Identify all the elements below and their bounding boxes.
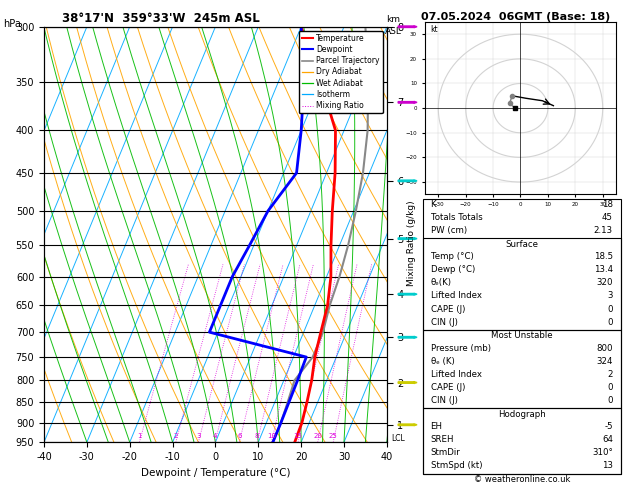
Text: CIN (J): CIN (J) xyxy=(431,317,457,327)
Text: 0: 0 xyxy=(608,383,613,392)
Text: 8: 8 xyxy=(255,433,259,439)
Text: CAPE (J): CAPE (J) xyxy=(431,383,465,392)
Text: hPa: hPa xyxy=(3,19,21,30)
Text: 310°: 310° xyxy=(592,449,613,457)
Text: 13: 13 xyxy=(602,461,613,470)
Text: 18: 18 xyxy=(602,200,613,209)
Text: 3: 3 xyxy=(608,292,613,300)
Text: 13.4: 13.4 xyxy=(594,265,613,274)
Text: Pressure (mb): Pressure (mb) xyxy=(431,344,491,353)
Text: 0: 0 xyxy=(608,396,613,405)
Text: Temp (°C): Temp (°C) xyxy=(431,252,474,261)
Text: Totals Totals: Totals Totals xyxy=(431,213,482,222)
Text: SREH: SREH xyxy=(431,435,454,444)
Text: θₑ(K): θₑ(K) xyxy=(431,278,452,287)
Text: 2: 2 xyxy=(608,370,613,379)
Text: 2.13: 2.13 xyxy=(594,226,613,235)
Bar xyxy=(423,330,621,408)
Text: CAPE (J): CAPE (J) xyxy=(431,305,465,313)
Text: 324: 324 xyxy=(596,357,613,366)
Text: 20: 20 xyxy=(313,433,322,439)
Text: km: km xyxy=(386,15,400,24)
Bar xyxy=(423,239,621,330)
Text: 10: 10 xyxy=(267,433,276,439)
Text: θₑ (K): θₑ (K) xyxy=(431,357,454,366)
Text: 0: 0 xyxy=(608,305,613,313)
Text: 800: 800 xyxy=(596,344,613,353)
Text: EH: EH xyxy=(431,422,443,431)
Text: 6: 6 xyxy=(237,433,242,439)
Text: Lifted Index: Lifted Index xyxy=(431,370,482,379)
Text: LCL: LCL xyxy=(391,434,404,443)
Legend: Temperature, Dewpoint, Parcel Trajectory, Dry Adiabat, Wet Adiabat, Isotherm, Mi: Temperature, Dewpoint, Parcel Trajectory… xyxy=(299,31,383,113)
Text: CIN (J): CIN (J) xyxy=(431,396,457,405)
Text: © weatheronline.co.uk: © weatheronline.co.uk xyxy=(474,474,571,484)
Text: K: K xyxy=(431,200,437,209)
Text: kt: kt xyxy=(430,25,438,34)
Text: 1: 1 xyxy=(137,433,142,439)
Text: 45: 45 xyxy=(602,213,613,222)
Text: Hodograph: Hodograph xyxy=(498,410,545,419)
Text: 4: 4 xyxy=(213,433,217,439)
Text: 25: 25 xyxy=(329,433,338,439)
Text: 0: 0 xyxy=(608,317,613,327)
Bar xyxy=(423,408,621,474)
Text: 2: 2 xyxy=(174,433,178,439)
Text: 07.05.2024  06GMT (Base: 18): 07.05.2024 06GMT (Base: 18) xyxy=(421,12,610,22)
Text: 18.5: 18.5 xyxy=(594,252,613,261)
Text: ASL: ASL xyxy=(385,27,401,36)
Text: Most Unstable: Most Unstable xyxy=(491,331,552,340)
Text: Lifted Index: Lifted Index xyxy=(431,292,482,300)
Text: Surface: Surface xyxy=(505,240,538,249)
Text: StmSpd (kt): StmSpd (kt) xyxy=(431,461,482,470)
Text: 3: 3 xyxy=(196,433,201,439)
Text: 38°17'N  359°33'W  245m ASL: 38°17'N 359°33'W 245m ASL xyxy=(62,12,259,25)
Text: PW (cm): PW (cm) xyxy=(431,226,467,235)
Text: Dewp (°C): Dewp (°C) xyxy=(431,265,475,274)
Text: StmDir: StmDir xyxy=(431,449,460,457)
X-axis label: Dewpoint / Temperature (°C): Dewpoint / Temperature (°C) xyxy=(141,468,290,478)
Text: 64: 64 xyxy=(602,435,613,444)
Text: -5: -5 xyxy=(604,422,613,431)
Text: 320: 320 xyxy=(596,278,613,287)
Text: 15: 15 xyxy=(294,433,303,439)
Text: Mixing Ratio (g/kg): Mixing Ratio (g/kg) xyxy=(408,200,416,286)
